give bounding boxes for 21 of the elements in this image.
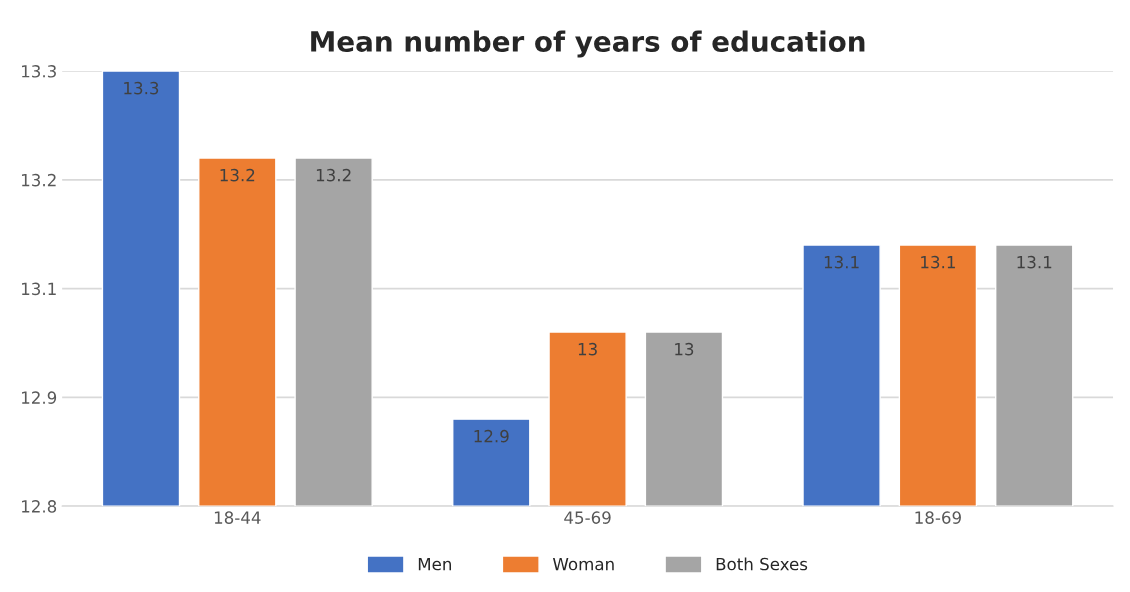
x-tick-label: 45-69 xyxy=(564,511,611,524)
data-label: 13 xyxy=(675,342,694,356)
chart-title: Mean number of years of education xyxy=(311,30,865,58)
data-label: 12.9 xyxy=(474,429,509,443)
data-label: 13.1 xyxy=(921,255,955,269)
data-label: 13.3 xyxy=(124,81,159,95)
data-label: 13 xyxy=(578,342,597,356)
legend-label: Both Sexes xyxy=(716,557,808,571)
legend-label: Men xyxy=(418,557,451,571)
y-tick-label: 13.1 xyxy=(22,282,56,296)
y-tick-label: 12.8 xyxy=(22,500,57,513)
data-label: 13.1 xyxy=(824,255,859,269)
y-tick-label: 13.2 xyxy=(22,173,56,187)
data-label: 13.2 xyxy=(220,168,255,182)
legend-label: Woman xyxy=(552,557,614,571)
x-tick-label: 18-69 xyxy=(915,511,961,524)
y-tick-label: 13.3 xyxy=(22,65,56,78)
y-tick-label: 12.9 xyxy=(22,391,57,404)
data-label: 13.2 xyxy=(316,168,351,182)
data-label: 13.1 xyxy=(1017,255,1052,269)
x-tick-label: 18-44 xyxy=(214,511,261,524)
